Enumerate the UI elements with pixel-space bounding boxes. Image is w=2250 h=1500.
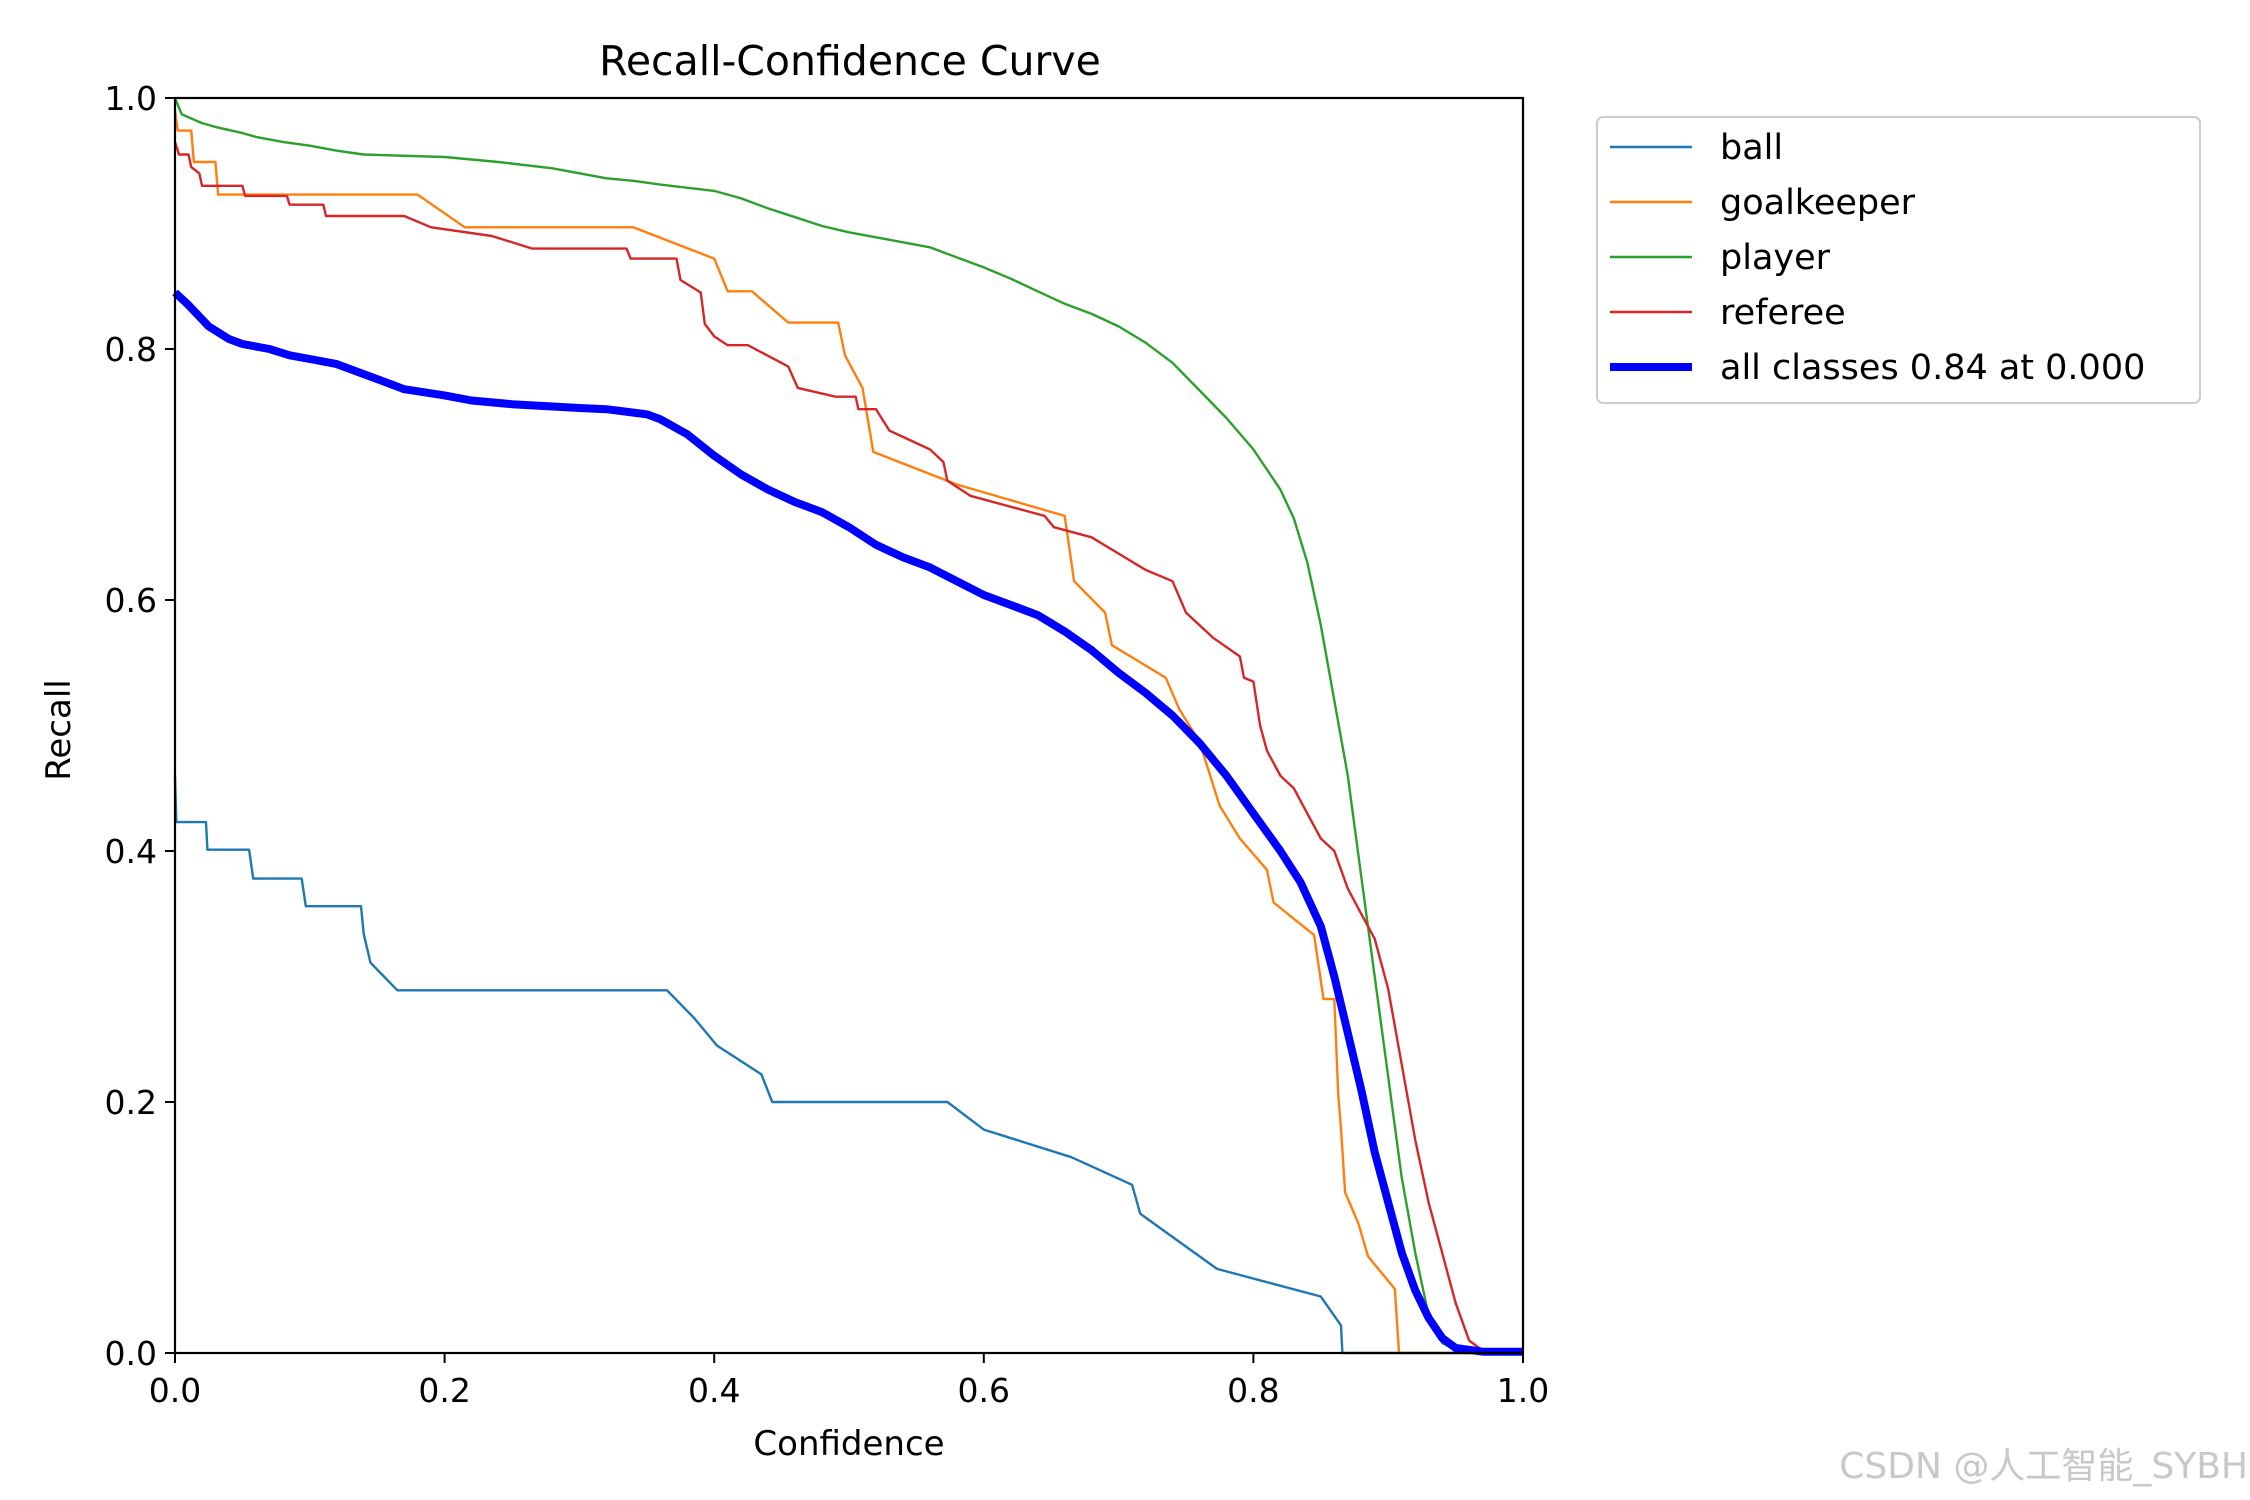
x-tick-label: 0.8 — [1227, 1371, 1279, 1410]
series-layer — [172, 97, 1524, 1356]
x-tick-label: 1.0 — [1497, 1371, 1549, 1410]
series-line-1 — [173, 110, 1523, 1355]
series-line-3 — [173, 141, 1524, 1355]
legend-label-3: referee — [1720, 293, 1846, 333]
legend-label-0: ball — [1720, 128, 1783, 168]
x-axis-label: Confidence — [753, 1424, 944, 1464]
plot-frame — [173, 96, 1525, 1355]
x-tick-label: 0.6 — [958, 1371, 1010, 1410]
x-axis-ticks: 0.0 0.2 0.4 0.6 0.8 1.0 — [149, 1353, 1549, 1410]
y-tick-label: 0.0 — [105, 1334, 157, 1373]
watermark: CSDN @人工智能_SYBH — [1839, 1446, 2248, 1487]
series-line-0 — [173, 775, 1523, 1355]
x-tick-label: 0.4 — [688, 1371, 740, 1410]
chart-title: Recall-Confidence Curve — [599, 37, 1101, 85]
legend-frame — [1596, 116, 2201, 404]
y-tick-label: 1.0 — [105, 79, 157, 118]
series-line-4 — [172, 289, 1523, 1356]
x-tick-label: 0.2 — [418, 1371, 470, 1410]
y-tick-label: 0.4 — [105, 832, 157, 871]
y-tick-label: 0.8 — [105, 330, 157, 369]
y-axis-label: Recall — [39, 679, 79, 780]
legend-label-4: all classes 0.84 at 0.000 — [1720, 348, 2145, 388]
legend-label-2: player — [1720, 238, 1831, 278]
y-axis-ticks: 0.0 0.2 0.4 0.6 0.8 1.0 — [105, 79, 175, 1373]
y-tick-label: 0.2 — [105, 1083, 157, 1122]
y-tick-label: 0.6 — [105, 581, 157, 620]
legend: ball goalkeeper player referee all classes 0… — [1596, 116, 2201, 404]
legend-label-1: goalkeeper — [1720, 183, 1916, 223]
series-line-2 — [173, 97, 1523, 1355]
x-tick-label: 0.0 — [149, 1371, 201, 1410]
